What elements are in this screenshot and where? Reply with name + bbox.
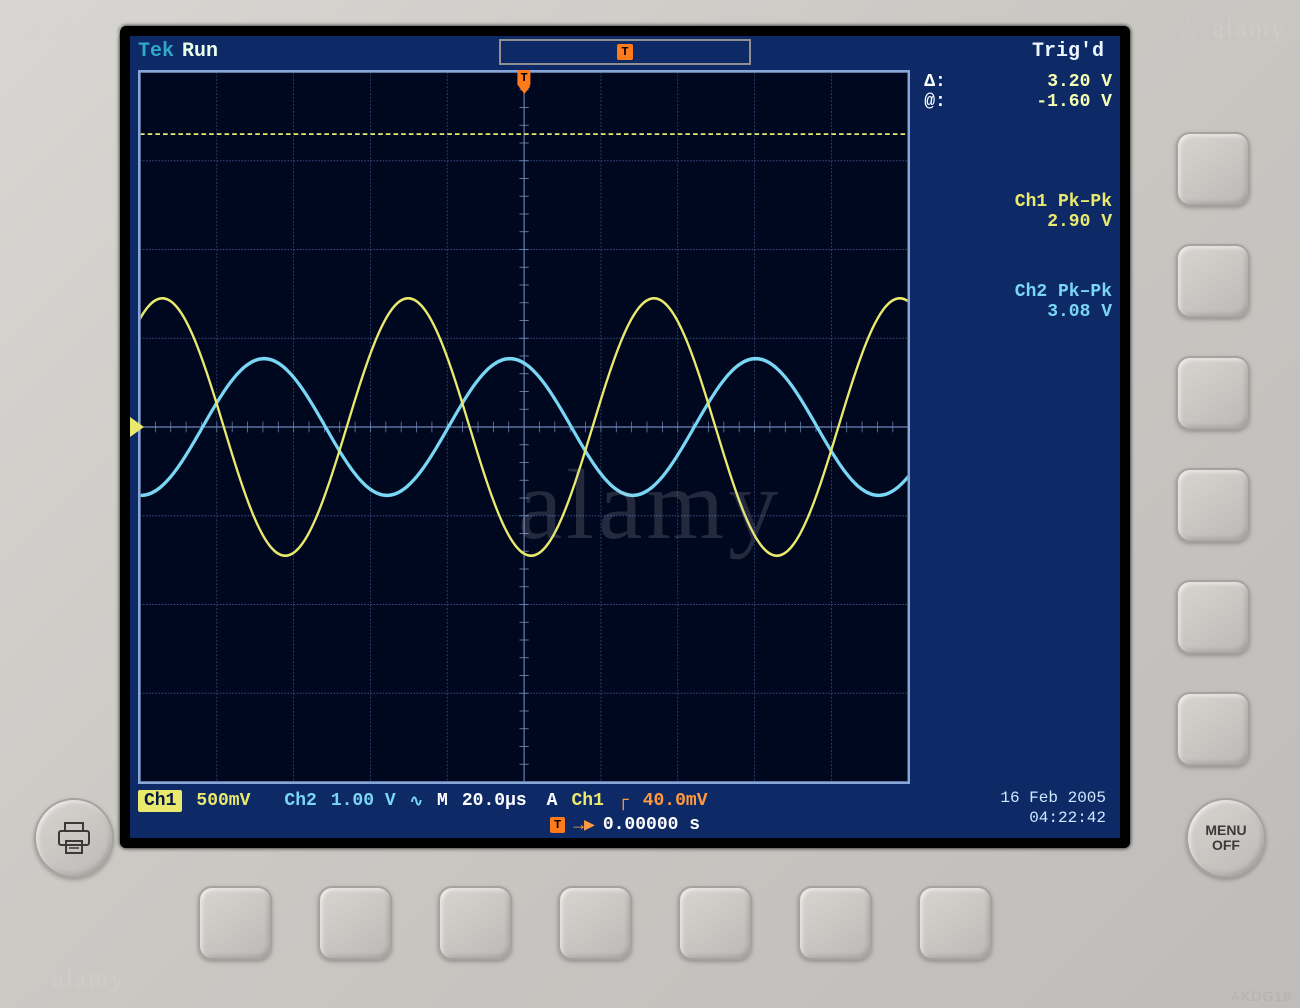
ch2-coupling-icon: ∿ xyxy=(410,791,423,811)
cursor-delta-label: Δ: xyxy=(924,72,946,92)
timebase-label: M xyxy=(437,791,448,811)
ch2-chip: Ch2 xyxy=(264,791,316,811)
date-readout: 16 Feb 2005 xyxy=(1000,788,1106,808)
trigger-level: 40.0mV xyxy=(643,791,708,811)
waveform-plot: T 1 xyxy=(138,70,910,784)
softkey-5[interactable] xyxy=(1176,580,1250,654)
brand-label: Tek xyxy=(138,40,174,63)
cursor-at-label: @: xyxy=(924,92,946,112)
time-readout: 04:22:42 xyxy=(1000,808,1106,828)
softkey-2[interactable] xyxy=(1176,244,1250,318)
trigger-source: Ch1 xyxy=(571,791,603,811)
watermark-bottom-left: alamy xyxy=(14,964,126,994)
printer-icon xyxy=(55,821,93,855)
trigger-time-chip: T xyxy=(550,817,565,833)
ch1-ground-marker: 1 xyxy=(130,417,144,437)
top-status-bar: Tek Run T Trig'd xyxy=(130,36,1120,66)
cursor-delta-value: 3.20 V xyxy=(1047,72,1112,92)
record-indicator: T xyxy=(499,39,751,65)
lcd-screen: Tek Run T Trig'd T 1 xyxy=(120,26,1130,848)
timebase-value: 20.0µs xyxy=(462,791,527,811)
menu-off-button[interactable]: MENU OFF xyxy=(1186,798,1266,878)
trigger-position-marker: T xyxy=(517,70,530,86)
print-button[interactable] xyxy=(34,798,114,878)
datetime-readout: 16 Feb 2005 04:22:42 xyxy=(1000,788,1106,828)
bottom-softkey-6[interactable] xyxy=(798,886,872,960)
trigger-edge-icon: ┌ xyxy=(618,791,629,811)
ch2-vertical-scale: 1.00 V xyxy=(331,791,396,811)
arrow-right-icon: →▶ xyxy=(573,814,595,836)
bottom-softkey-5[interactable] xyxy=(678,886,752,960)
softkey-4[interactable] xyxy=(1176,468,1250,542)
watermark-top-right: alamy xyxy=(1174,14,1286,44)
bottom-softkey-4[interactable] xyxy=(558,886,632,960)
trigger-time-value: 0.00000 s xyxy=(603,815,700,835)
ch2-measurement-value: 3.08 V xyxy=(924,302,1112,322)
bottom-status-bar: Ch1 500mV Ch2 1.00 V ∿ M 20.0µs A Ch1 ┌ … xyxy=(130,788,1120,838)
bottom-softkey-1[interactable] xyxy=(198,886,272,960)
watermark-top-left: alamy xyxy=(14,14,126,44)
menu-off-label: MENU OFF xyxy=(1205,823,1246,854)
bottom-softkey-3[interactable] xyxy=(438,886,512,960)
bottom-softkey-2[interactable] xyxy=(318,886,392,960)
ch1-measurement-value: 2.90 V xyxy=(924,212,1112,232)
bottom-softkey-7[interactable] xyxy=(918,886,992,960)
softkey-6[interactable] xyxy=(1176,692,1250,766)
measurements-panel: Δ: 3.20 V @: -1.60 V Ch1 Pk–Pk 2.90 V Ch… xyxy=(910,66,1120,788)
trigger-aux-label: A xyxy=(541,791,558,811)
softkey-1[interactable] xyxy=(1176,132,1250,206)
ch1-vertical-scale: 500mV xyxy=(196,791,250,811)
cursor-at-value: -1.60 V xyxy=(1036,92,1112,112)
acquisition-state: Run xyxy=(182,40,218,63)
softkey-3[interactable] xyxy=(1176,356,1250,430)
trigger-marker-icon: T xyxy=(617,44,633,60)
watermark-id: AKDG19 xyxy=(1231,988,1292,1004)
ch2-measurement-label: Ch2 Pk–Pk xyxy=(924,282,1112,302)
ch1-chip: Ch1 xyxy=(138,790,182,812)
trigger-state: Trig'd xyxy=(1032,40,1112,63)
ch1-measurement-label: Ch1 Pk–Pk xyxy=(924,192,1112,212)
